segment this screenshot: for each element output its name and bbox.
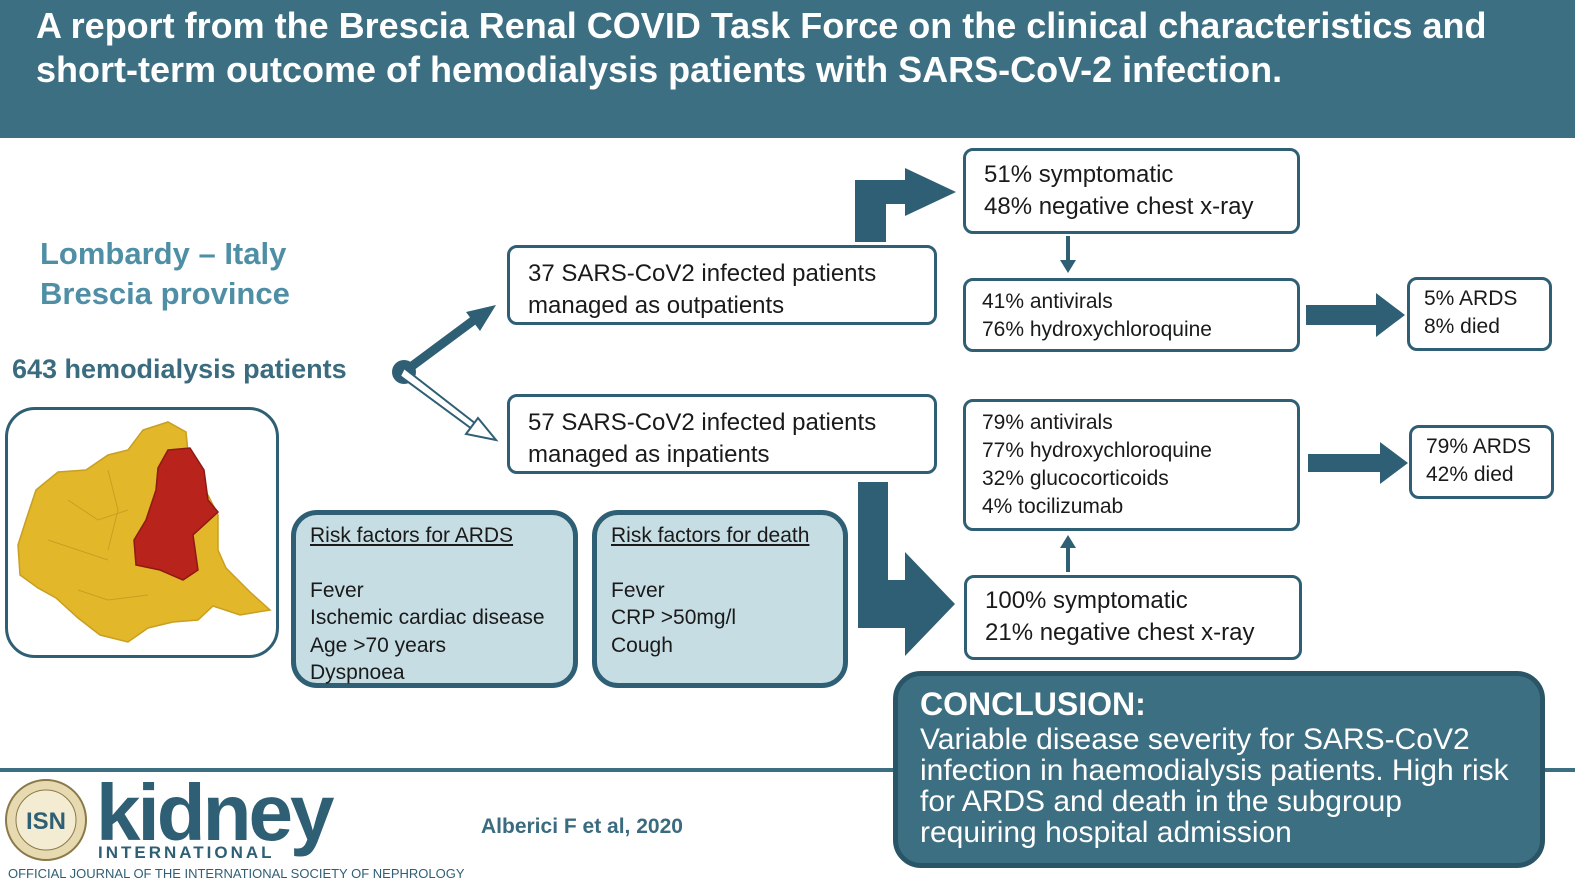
outpatients-treatment-box: 41% antivirals 76% hydroxychloroquine: [963, 278, 1300, 352]
arrow-outpatient-presentation: [855, 168, 956, 242]
region-line-1: Lombardy – Italy: [40, 236, 287, 271]
risk-death-title: Risk factors for death: [611, 524, 810, 547]
risk-ards-item: Ischemic cardiac disease: [310, 606, 545, 629]
out-treatment-line-1: 41% antivirals: [982, 290, 1113, 313]
outpatients-presentation-box: 51% symptomatic 48% negative chest x-ray: [963, 148, 1300, 234]
conclusion-text: Variable disease severity for SARS-CoV2 …: [920, 723, 1509, 849]
arrow-inpatient-presentation: [858, 482, 955, 656]
page-title: A report from the Brescia Renal COVID Ta…: [36, 5, 1487, 90]
arrow-in-presentation-treatment: [1060, 535, 1076, 572]
conclusion-panel: CONCLUSION: Variable disease severity fo…: [893, 671, 1545, 868]
region-label: Lombardy – Italy Brescia province: [40, 234, 290, 314]
out-outcome-line-1: 5% ARDS: [1424, 287, 1518, 310]
risk-death-item: Cough: [611, 633, 673, 657]
out-treatment-line-2: 76% hydroxychloroquine: [982, 318, 1212, 341]
region-line-2: Brescia province: [40, 276, 290, 311]
risk-death-item: Fever: [611, 578, 665, 602]
risk-ards-item: Dyspnoea: [310, 661, 405, 684]
population-label: 643 hemodialysis patients: [12, 354, 347, 384]
outpatients-line-1: 37 SARS-CoV2 infected patients: [528, 260, 877, 287]
journal-logo-name: kidney: [96, 768, 334, 857]
arrow-to-outpatients: [401, 305, 496, 376]
citation: Alberici F et al, 2020: [481, 815, 683, 838]
in-treatment-line-1: 79% antivirals: [982, 411, 1113, 434]
outpatients-box: 37 SARS-CoV2 infected patients managed a…: [507, 245, 937, 325]
out-outcome-line-2: 8% died: [1424, 315, 1500, 338]
inpatients-treatment-box: 79% antivirals 77% hydroxychloroquine 32…: [963, 399, 1300, 531]
in-presentation-line-2: 21% negative chest x-ray: [985, 619, 1255, 646]
lombardy-map-frame: [5, 407, 279, 658]
in-presentation-line-1: 100% symptomatic: [985, 587, 1188, 614]
risk-ards-item: Age >70 years: [310, 633, 447, 657]
in-treatment-line-2: 77% hydroxychloroquine: [982, 439, 1212, 462]
inpatients-box: 57 SARS-CoV2 infected patients managed a…: [507, 394, 937, 474]
journal-logo-subtitle: INTERNATIONAL: [98, 843, 275, 862]
arrow-to-inpatients: [398, 366, 499, 442]
brescia-province-shape: [133, 447, 220, 581]
out-presentation-line-2: 48% negative chest x-ray: [984, 193, 1254, 220]
risk-death-box: Risk factors for death Fever CRP >50mg/l…: [592, 510, 848, 688]
lombardy-map: [17, 421, 272, 643]
footer-divider: [0, 768, 1575, 772]
in-treatment-line-4: 4% tocilizumab: [982, 495, 1124, 518]
arrow-out-presentation-treatment: [1060, 236, 1076, 273]
risk-ards-item: Fever: [310, 578, 364, 602]
in-outcome-line-2: 42% died: [1426, 463, 1514, 486]
isn-seal-text: ISN: [26, 808, 66, 835]
out-presentation-line-1: 51% symptomatic: [984, 161, 1174, 188]
province-borders: [47, 469, 149, 601]
risk-ards-title: Risk factors for ARDS: [310, 524, 514, 547]
inpatients-presentation-box: 100% symptomatic 21% negative chest x-ra…: [964, 575, 1302, 660]
arrow-in-treatment-outcome: [1308, 442, 1408, 484]
isn-seal-icon: ISN: [5, 779, 87, 861]
arrow-out-treatment-outcome: [1306, 293, 1405, 337]
outpatients-line-2: managed as outpatients: [528, 292, 785, 319]
risk-ards-box: Risk factors for ARDS Fever Ischemic car…: [291, 510, 578, 688]
inpatients-line-1: 57 SARS-CoV2 infected patients: [528, 409, 877, 436]
in-outcome-line-1: 79% ARDS: [1426, 435, 1532, 458]
outpatients-outcome-box: 5% ARDS 8% died: [1407, 277, 1552, 351]
in-treatment-line-3: 32% glucocorticoids: [982, 467, 1169, 490]
journal-tagline: OFFICIAL JOURNAL OF THE INTERNATIONAL SO…: [8, 866, 465, 881]
inpatients-outcome-box: 79% ARDS 42% died: [1409, 425, 1554, 499]
header-banner: A report from the Brescia Renal COVID Ta…: [0, 0, 1575, 138]
risk-death-item: CRP >50mg/l: [611, 606, 737, 629]
conclusion-title: CONCLUSION:: [920, 686, 1146, 722]
inpatients-line-2: managed as inpatients: [528, 441, 770, 468]
